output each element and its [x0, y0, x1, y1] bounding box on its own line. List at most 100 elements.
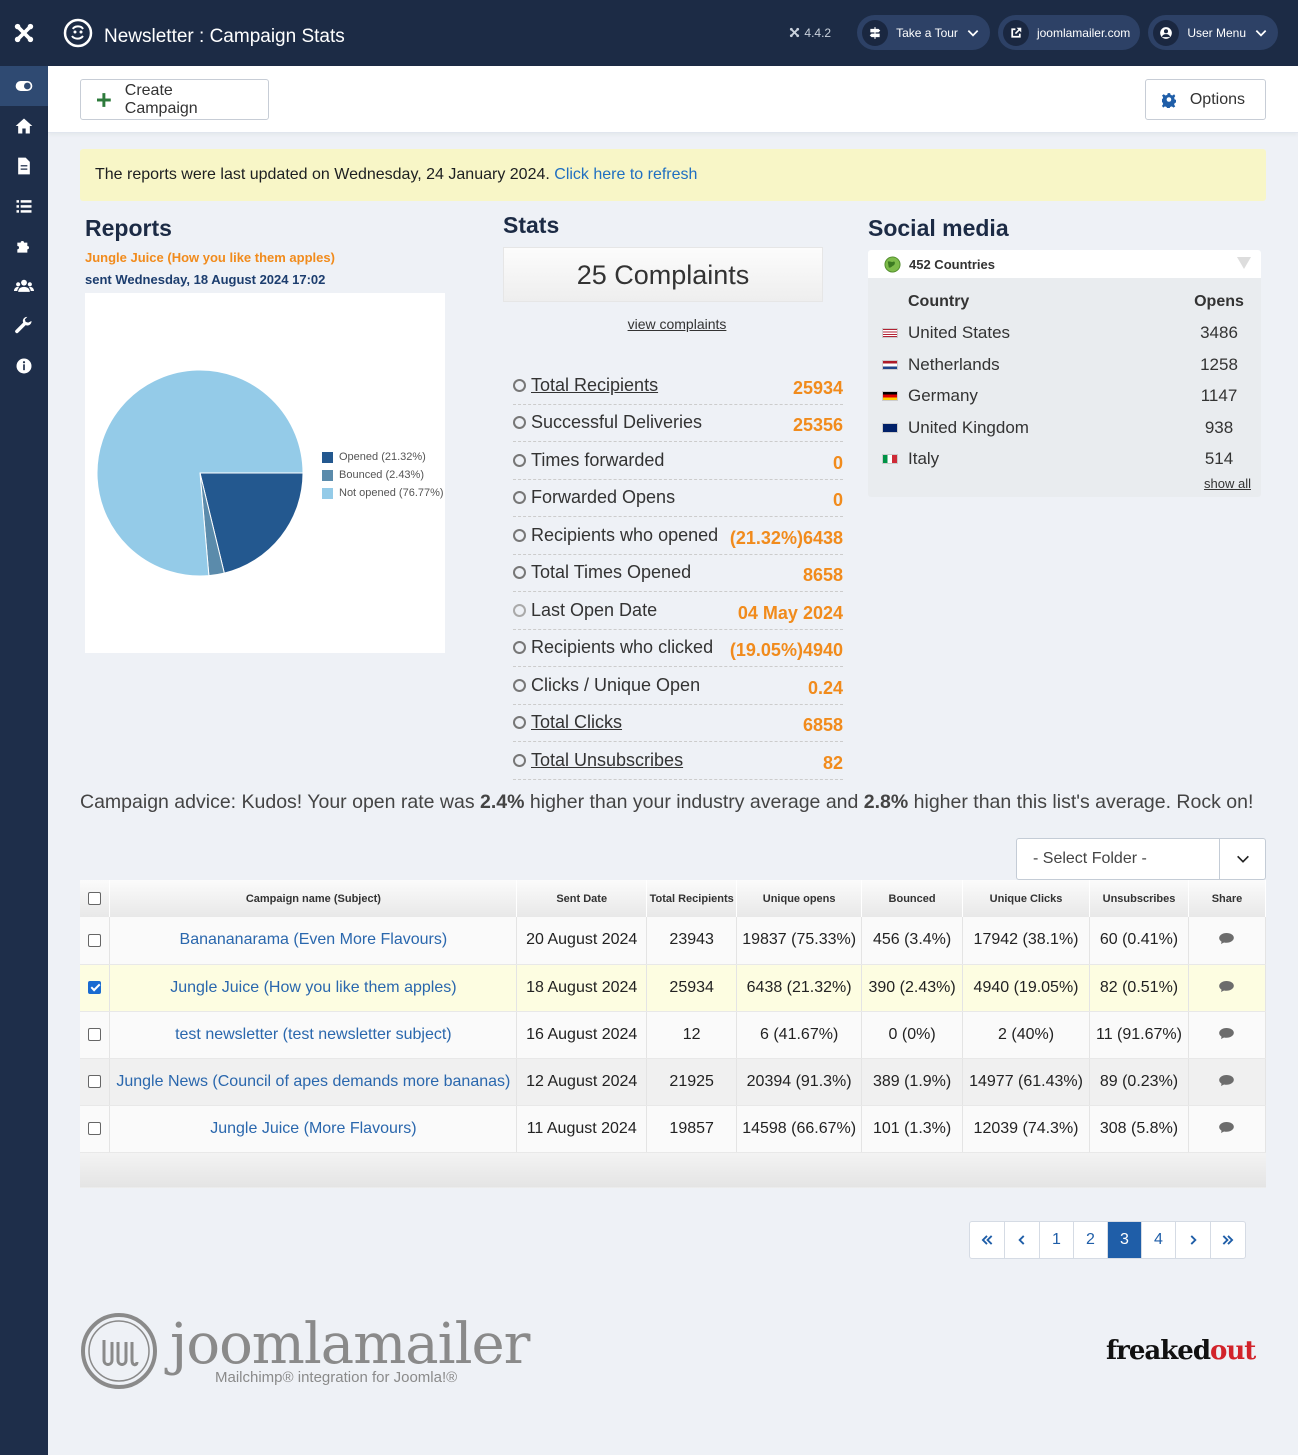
home-icon[interactable]	[0, 106, 48, 146]
stat-row: Forwarded Opens 0	[513, 480, 843, 517]
row-select-cell	[80, 1011, 111, 1059]
social-heading: Social media	[868, 215, 1009, 241]
toolbar: Create Campaign Options	[48, 66, 1298, 133]
wrench-icon[interactable]	[0, 306, 48, 346]
page-button-4[interactable]: 4	[1142, 1222, 1176, 1258]
table-row[interactable]: Jungle Juice (How you like them apples) 1…	[80, 964, 1267, 1012]
campaign-name-link[interactable]: Jungle News (Council of apes demands mor…	[109, 1058, 518, 1106]
advice-mid: higher than your industry average and	[524, 791, 864, 813]
campaign-name-link[interactable]: Jungle Juice (More Flavours)	[109, 1105, 518, 1153]
folder-select[interactable]: - Select Folder -	[1016, 838, 1266, 880]
pie-slice-2	[96, 369, 304, 577]
unsubscribes-cell: 82 (0.51%)	[1089, 964, 1189, 1012]
share-comment-icon[interactable]	[1219, 1027, 1235, 1039]
col-unique-clicks[interactable]: Unique Clicks	[962, 880, 1091, 917]
campaign-name-link[interactable]: test newsletter (test newsletter subject…	[109, 1011, 518, 1059]
opens-cell: 14598 (66.67%)	[736, 1105, 863, 1153]
site-link-button[interactable]: joomlamailer.com	[997, 15, 1141, 50]
col-total-recipients[interactable]: Total Recipients	[646, 880, 738, 917]
advice-industry-value: 2.4%	[480, 791, 525, 813]
stat-row: Last Open Date 04 May 2024	[513, 592, 843, 630]
create-campaign-button[interactable]: Create Campaign	[80, 79, 269, 120]
page-button-2[interactable]: 2	[1074, 1222, 1108, 1258]
social-section: Social media 452 Countries Country Opens…	[868, 215, 1261, 497]
legend-label: Not opened (76.77%)	[339, 487, 444, 499]
country-name: Italy	[908, 449, 940, 469]
stat-value: 0	[832, 452, 843, 473]
stat-label: Last Open Date	[531, 599, 658, 620]
stat-list: Total Recipients 25934 Successful Deliveri…	[513, 367, 843, 780]
bounced-cell: 456 (3.4%)	[861, 917, 964, 965]
stat-row: Total Clicks 6858	[513, 705, 843, 742]
opens-cell: 19837 (75.33%)	[736, 917, 863, 965]
col-sent-date[interactable]: Sent Date	[516, 880, 648, 917]
toggle-menu-icon[interactable]	[0, 66, 48, 106]
users-icon[interactable]	[0, 266, 48, 306]
share-comment-icon[interactable]	[1219, 933, 1235, 945]
col-campaign-name[interactable]: Campaign name (Subject)	[109, 880, 518, 917]
stat-label: Recipients who clicked	[531, 637, 714, 658]
page-button-1[interactable]: 1	[1040, 1222, 1074, 1258]
joomlamailer-wordmark: joomlamailer	[170, 1311, 530, 1377]
stat-row: Recipients who opened (21.32%)6438	[513, 517, 843, 555]
next-page-button[interactable]	[1176, 1222, 1211, 1258]
country-opens: 514	[1204, 449, 1234, 469]
table-row[interactable]: Jungle News (Council of apes demands mor…	[80, 1058, 1267, 1106]
campaign-name-link[interactable]: Banananarama (Even More Flavours)	[109, 917, 518, 965]
share-comment-icon[interactable]	[1219, 1074, 1235, 1086]
row-select-cell	[80, 917, 111, 965]
stat-row: Clicks / Unique Open 0.24	[513, 667, 843, 705]
country-opens: 1147	[1200, 386, 1238, 406]
table-row[interactable]: test newsletter (test newsletter subject…	[80, 1011, 1267, 1059]
info-icon[interactable]	[0, 346, 48, 386]
user-menu-button[interactable]: User Menu	[1148, 15, 1278, 50]
col-unique-opens[interactable]: Unique opens	[736, 880, 863, 917]
clicks-cell: 14977 (61.43%)	[962, 1058, 1091, 1106]
clicks-cell: 4940 (19.05%)	[962, 964, 1091, 1012]
select-all-checkbox[interactable]	[88, 892, 102, 905]
joomla-logo-icon[interactable]	[0, 0, 48, 66]
stat-label[interactable]: Total Unsubscribes	[531, 749, 684, 770]
puzzle-icon[interactable]	[0, 226, 48, 266]
show-all-link[interactable]: show all	[1204, 476, 1251, 491]
plus-icon	[97, 92, 111, 107]
first-page-button[interactable]	[970, 1222, 1005, 1258]
stat-label[interactable]: Total Clicks	[531, 712, 623, 733]
countries-header[interactable]: 452 Countries	[868, 250, 1261, 278]
file-icon[interactable]	[0, 146, 48, 186]
bounced-cell: 389 (1.9%)	[861, 1058, 964, 1106]
stat-label: Clicks / Unique Open	[531, 674, 701, 695]
table-row[interactable]: Jungle Juice (More Flavours) 11 August 20…	[80, 1105, 1267, 1153]
prev-page-button[interactable]	[1005, 1222, 1040, 1258]
us-flag-icon	[882, 328, 898, 339]
stat-value: (19.05%)4940	[729, 640, 843, 660]
share-comment-icon[interactable]	[1219, 980, 1235, 992]
col-unsubscribes[interactable]: Unsubscribes	[1089, 880, 1189, 917]
stat-value: 0	[832, 490, 843, 510]
country-opens: 1258	[1200, 354, 1238, 374]
table-row[interactable]: Banananarama (Even More Flavours) 20 Augu…	[80, 917, 1267, 965]
campaign-name-link[interactable]: Jungle Juice (How you like them apples)	[109, 964, 518, 1012]
take-tour-button[interactable]: Take a Tour	[857, 15, 990, 50]
view-complaints-link[interactable]: view complaints	[627, 316, 727, 332]
row-checkbox[interactable]	[88, 933, 102, 947]
row-checkbox[interactable]	[88, 1121, 102, 1135]
last-page-button[interactable]	[1211, 1222, 1245, 1258]
opens-cell: 20394 (91.3%)	[736, 1058, 863, 1106]
share-comment-icon[interactable]	[1219, 1121, 1235, 1133]
list-icon[interactable]	[0, 186, 48, 226]
col-bounced[interactable]: Bounced	[861, 880, 964, 917]
options-button[interactable]: Options	[1145, 79, 1266, 120]
refresh-link[interactable]: Click here to refresh	[554, 166, 698, 183]
sent-date-cell: 16 August 2024	[516, 1011, 648, 1059]
chevron-down-icon	[1236, 855, 1249, 863]
stat-value: 6858	[802, 715, 843, 735]
stat-label[interactable]: Total Recipients	[531, 374, 659, 395]
circle-bullet-icon	[513, 641, 526, 655]
legend-swatch	[322, 451, 333, 463]
collapse-triangle-icon[interactable]	[1237, 257, 1251, 269]
page-button-3[interactable]: 3	[1108, 1222, 1142, 1258]
row-checkbox[interactable]	[88, 980, 102, 994]
row-checkbox[interactable]	[88, 1027, 102, 1041]
row-checkbox[interactable]	[88, 1074, 102, 1088]
